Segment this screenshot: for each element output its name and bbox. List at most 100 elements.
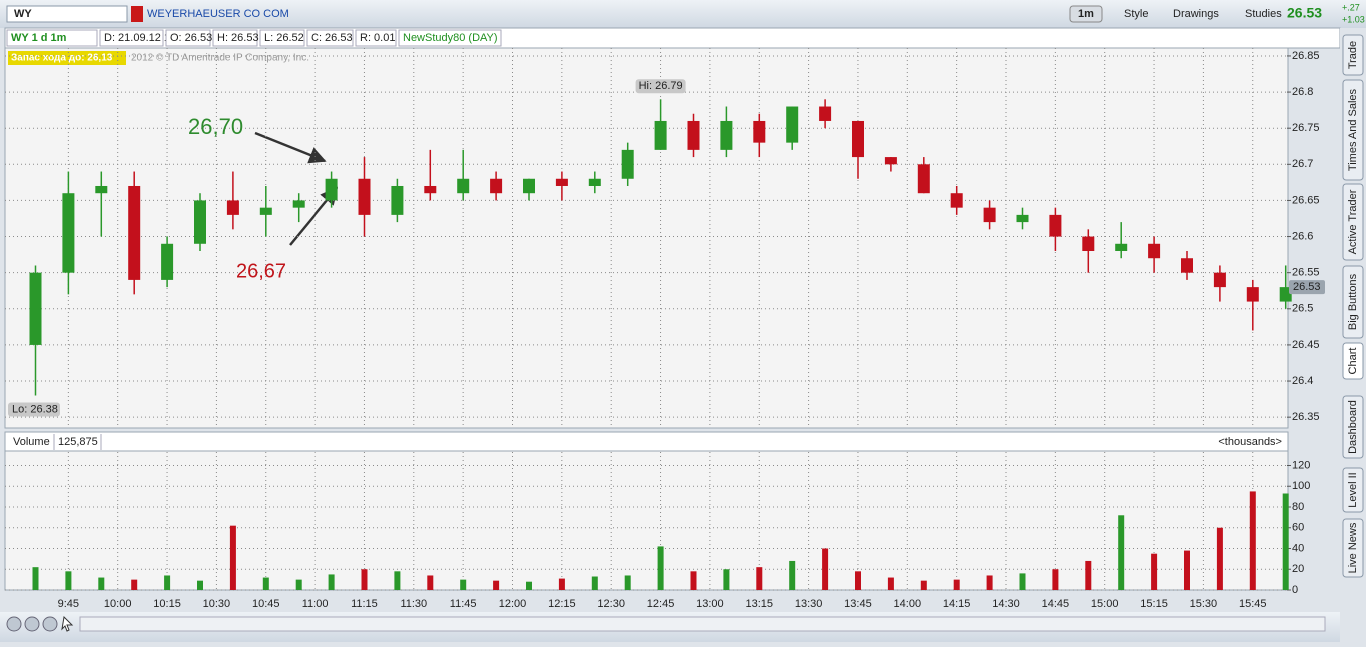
candle-body xyxy=(1082,236,1095,252)
volume-bar xyxy=(526,581,532,590)
volume-bar xyxy=(1085,560,1092,590)
side-tab[interactable] xyxy=(1342,518,1364,578)
y-tick-label: 40 xyxy=(1292,542,1304,554)
drawings-button[interactable]: Drawings xyxy=(1173,8,1219,20)
x-tick-label: 12:45 xyxy=(647,598,675,610)
x-tick-label: 12:15 xyxy=(548,598,576,610)
x-tick-label: 15:30 xyxy=(1190,598,1218,610)
y-tick-label: 26.5 xyxy=(1292,303,1313,315)
candle-body xyxy=(1246,287,1259,302)
volume-bar xyxy=(690,571,697,590)
candle-body xyxy=(259,207,272,215)
candle-body xyxy=(753,120,766,143)
volume-bar xyxy=(953,579,960,590)
candle-body xyxy=(687,120,700,150)
candle-body xyxy=(621,149,634,179)
side-tab-label[interactable]: Active Trader xyxy=(1347,189,1359,254)
side-tab[interactable] xyxy=(1342,395,1364,459)
x-tick-label: 12:00 xyxy=(499,598,527,610)
volume-bar xyxy=(1216,527,1223,590)
x-tick-label: 10:30 xyxy=(203,598,231,610)
y-tick-label: 0 xyxy=(1292,584,1298,596)
x-tick-label: 14:45 xyxy=(1042,598,1070,610)
side-tab-label[interactable]: Dashboard xyxy=(1347,400,1359,454)
hi-label: Hi: 26.79 xyxy=(639,80,683,92)
side-tab-label[interactable]: Times And Sales xyxy=(1347,88,1359,171)
info-cell xyxy=(398,29,502,47)
candle-body xyxy=(1115,243,1128,252)
lo-label: Lo: 26.38 xyxy=(12,403,58,415)
volume-bar xyxy=(887,577,894,590)
info-cell xyxy=(99,29,164,47)
candle-body xyxy=(95,185,108,194)
x-tick-label: 13:45 xyxy=(844,598,872,610)
volume-bar xyxy=(624,575,631,590)
volume-bar xyxy=(164,575,171,590)
last-price-label: 26.53 xyxy=(1293,281,1321,293)
y-tick-label: 26.4 xyxy=(1292,375,1313,387)
volume-bar xyxy=(394,571,401,590)
side-tab[interactable] xyxy=(1342,34,1364,76)
arrow xyxy=(254,131,327,164)
side-tab-label[interactable]: Live News xyxy=(1347,522,1359,573)
side-tab-label[interactable]: Big Buttons xyxy=(1347,273,1359,330)
y-tick-label: 80 xyxy=(1292,501,1304,513)
symbol[interactable]: WY xyxy=(14,8,32,20)
info-text: H: 26.53 xyxy=(217,32,259,44)
x-tick-label: 15:15 xyxy=(1140,598,1168,610)
side-tab-label[interactable]: Level II xyxy=(1347,472,1359,507)
side-tab[interactable] xyxy=(1342,467,1364,513)
info-text: R: 0.01 xyxy=(360,32,395,44)
side-tab[interactable] xyxy=(1342,79,1364,181)
last-price-box xyxy=(1289,280,1325,295)
y-tick-label: 20 xyxy=(1292,563,1304,575)
x-tick-label: 13:00 xyxy=(696,598,724,610)
style-button[interactable]: Style xyxy=(1124,8,1148,20)
candle-body xyxy=(29,272,42,345)
side-tab-label[interactable]: Trade xyxy=(1347,41,1359,69)
side-tab[interactable] xyxy=(1342,342,1364,380)
volume-bar xyxy=(262,577,269,590)
info-cell xyxy=(6,29,98,47)
info-text: WY 1 d 1m xyxy=(11,32,67,44)
side-tab-label[interactable]: Chart xyxy=(1347,348,1359,375)
change: +.27 xyxy=(1342,2,1360,12)
annotation: 26,67 xyxy=(236,260,286,282)
hi-box xyxy=(635,79,686,94)
symbol-box[interactable] xyxy=(6,5,128,23)
volume-bar xyxy=(361,569,368,590)
x-tick-label: 10:15 xyxy=(153,598,181,610)
zoom-controls[interactable] xyxy=(6,615,74,632)
side-tab[interactable] xyxy=(1342,183,1364,261)
last-price: 26.53 xyxy=(1287,5,1322,21)
scrollbar[interactable] xyxy=(79,616,1326,632)
volume-bar xyxy=(1052,569,1059,590)
candle-body xyxy=(325,178,338,201)
candle-body xyxy=(852,120,864,158)
y-tick-label: 26.55 xyxy=(1292,267,1320,279)
candle-body xyxy=(424,185,437,194)
candle-body xyxy=(523,178,535,194)
y-tick-label: 26.7 xyxy=(1292,158,1313,170)
y-tick-label: 26.35 xyxy=(1292,411,1320,423)
volume-bar xyxy=(756,567,763,590)
aggregation[interactable]: 1m xyxy=(1078,8,1094,20)
volume-bar xyxy=(1118,515,1125,590)
volume-bar xyxy=(493,580,500,590)
volume-bar xyxy=(855,571,861,590)
volume-bar xyxy=(427,575,434,590)
candle-body xyxy=(194,200,206,244)
volume-bar xyxy=(789,560,796,590)
volume-bar xyxy=(1249,491,1256,590)
info-cell xyxy=(212,29,258,47)
aggregation-button[interactable] xyxy=(1069,5,1103,23)
studies-button[interactable]: Studies xyxy=(1245,8,1282,20)
change-pct: +1.03 % xyxy=(1342,14,1366,24)
info-cell xyxy=(355,29,397,47)
description: WEYERHAEUSER CO COM xyxy=(147,8,289,20)
y-tick-label: 60 xyxy=(1292,522,1304,534)
side-tab[interactable] xyxy=(1342,265,1364,339)
toolbar xyxy=(0,0,1366,28)
copyright: 2012 © TD Ameritrade IP Company, Inc. xyxy=(131,53,309,64)
candle-body xyxy=(1016,214,1029,223)
